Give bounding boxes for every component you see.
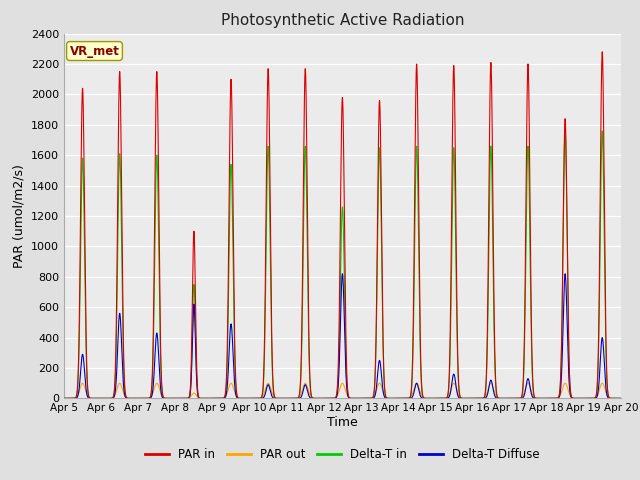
Legend: PAR in, PAR out, Delta-T in, Delta-T Diffuse: PAR in, PAR out, Delta-T in, Delta-T Dif… [140,443,545,466]
Y-axis label: PAR (umol/m2/s): PAR (umol/m2/s) [12,164,26,268]
X-axis label: Time: Time [327,416,358,429]
Text: VR_met: VR_met [70,45,120,58]
Title: Photosynthetic Active Radiation: Photosynthetic Active Radiation [221,13,464,28]
